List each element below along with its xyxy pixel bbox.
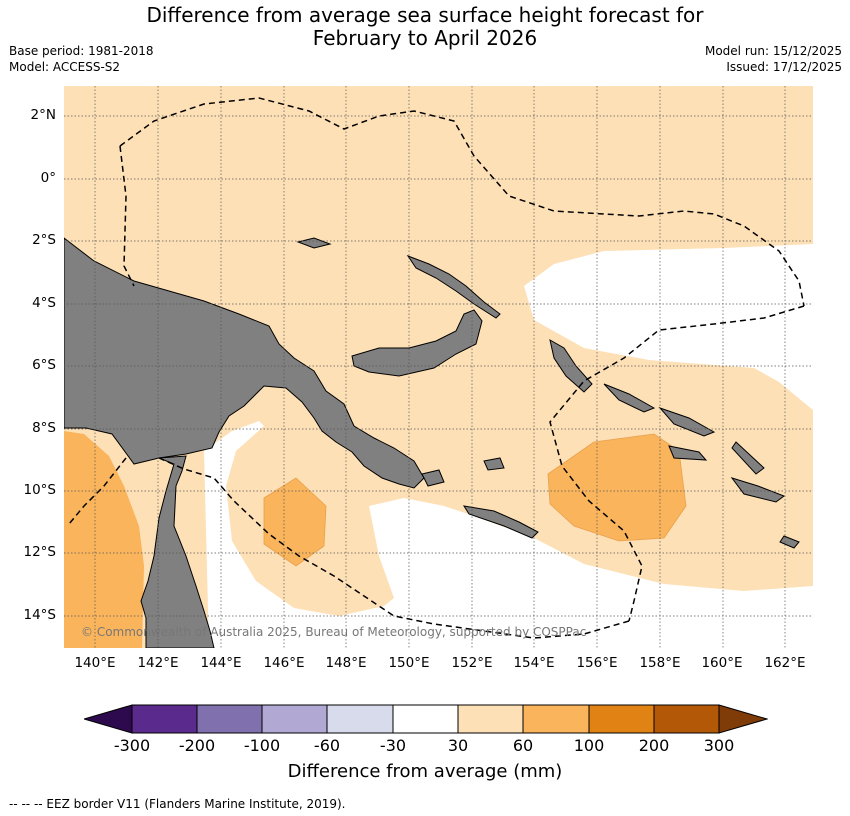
land-new-guinea xyxy=(64,237,425,489)
lon-label-144e: 144°E xyxy=(200,655,242,671)
lat-label-10s: 10°S xyxy=(23,482,57,498)
colorbar-tick: 200 xyxy=(638,736,670,755)
model-run: Model run: 15/12/2025 xyxy=(704,44,842,58)
land-dentrecasteaux xyxy=(421,469,445,487)
lon-label-148e: 148°E xyxy=(325,655,367,671)
lon-label-140e: 140°E xyxy=(74,655,116,671)
anomaly-near-zero-southeast xyxy=(466,516,813,648)
colorbar-swatch xyxy=(392,704,459,734)
lon-label-146e: 146°E xyxy=(263,655,305,671)
colorbar-swatch xyxy=(196,704,263,734)
colorbar-tick: -30 xyxy=(379,736,407,755)
colorbar-tick: -300 xyxy=(113,736,151,755)
eez-borders xyxy=(68,97,805,639)
colorbar-tick: 60 xyxy=(512,736,534,755)
colorbar-swatch xyxy=(261,704,328,734)
land-louisiade xyxy=(462,505,539,539)
land-new-britain xyxy=(351,309,483,377)
land-new-ireland xyxy=(406,254,501,319)
anomaly-near-zero-coral-sea xyxy=(204,421,474,648)
colorbar-tick: -100 xyxy=(243,736,281,755)
colorbar-swatch xyxy=(588,704,655,734)
lat-label-8s: 8°S xyxy=(32,420,56,436)
lon-label-142e: 142°E xyxy=(137,655,179,671)
lat-label-2s: 2°S xyxy=(32,232,56,248)
lon-label-154e: 154°E xyxy=(513,655,555,671)
title-line-1: Difference from average sea surface heig… xyxy=(146,3,704,27)
colorbar-swatch xyxy=(457,704,524,734)
lat-label-12s: 12°S xyxy=(23,544,57,560)
meta-right: Model run: 15/12/2025 Issued: 17/12/2025 xyxy=(705,43,842,75)
base-period: Base period: 1981-2018 xyxy=(9,44,154,58)
colorbar-tick: -60 xyxy=(313,736,341,755)
colorbar-tick: 300 xyxy=(703,736,735,755)
colorbar-swatch xyxy=(131,704,198,734)
copyright-notice: © Commonwealth of Australia 2025, Bureau… xyxy=(81,625,587,639)
land-guadalcanal xyxy=(668,445,708,461)
colorbar xyxy=(82,703,769,737)
land-malaita xyxy=(731,441,765,475)
map-panel xyxy=(64,86,813,648)
lat-label-4s: 4°S xyxy=(32,295,56,311)
lat-label-0: 0° xyxy=(40,170,56,186)
map-svg xyxy=(64,86,813,648)
lon-label-158e: 158°E xyxy=(639,655,681,671)
lat-label-6s: 6°S xyxy=(32,357,56,373)
land-choiseul xyxy=(603,383,656,413)
colorbar-tick: 30 xyxy=(447,736,469,755)
lon-label-160e: 160°E xyxy=(701,655,743,671)
land-cape-york xyxy=(140,455,215,648)
model-name: Model: ACCESS-S2 xyxy=(9,60,121,74)
land-makira xyxy=(730,477,786,503)
anomaly-60-100-carpentaria xyxy=(64,431,144,648)
colorbar-swatch xyxy=(653,704,720,734)
land-manus xyxy=(296,237,332,249)
lon-label-150e: 150°E xyxy=(388,655,430,671)
lon-label-156e: 156°E xyxy=(576,655,618,671)
colorbar-tick: 100 xyxy=(573,736,605,755)
land-woodlark xyxy=(483,457,505,471)
anomaly-60-100-solomon xyxy=(547,433,687,542)
colorbar-label: Difference from average (mm) xyxy=(287,761,563,782)
colorbar-svg xyxy=(82,704,769,734)
lat-label-14s: 14°S xyxy=(23,607,57,623)
chart-title: Difference from average sea surface heig… xyxy=(0,4,850,50)
eez-footer-note: -- -- -- EEZ border V11 (Flanders Marine… xyxy=(9,797,346,811)
anomaly-60-100-coral xyxy=(263,477,327,567)
graticule xyxy=(64,86,813,648)
colorbar-tick: -200 xyxy=(178,736,216,755)
title-line-2: February to April 2026 xyxy=(312,26,538,50)
colorbar-extend-high xyxy=(718,704,769,734)
land-santa-isabel xyxy=(658,406,716,437)
colorbar-swatch xyxy=(326,704,394,734)
colorbar-extend-low xyxy=(82,704,133,734)
lon-label-152e: 152°E xyxy=(451,655,493,671)
land-bougainville xyxy=(549,339,593,393)
lat-label-2n: 2°N xyxy=(30,107,56,123)
meta-left: Base period: 1981-2018 Model: ACCESS-S2 xyxy=(9,43,154,75)
lon-label-162e: 162°E xyxy=(764,655,806,671)
colorbar-swatch xyxy=(522,704,590,734)
issued-date: Issued: 17/12/2025 xyxy=(726,60,842,74)
anomaly-near-zero-east xyxy=(524,244,813,410)
